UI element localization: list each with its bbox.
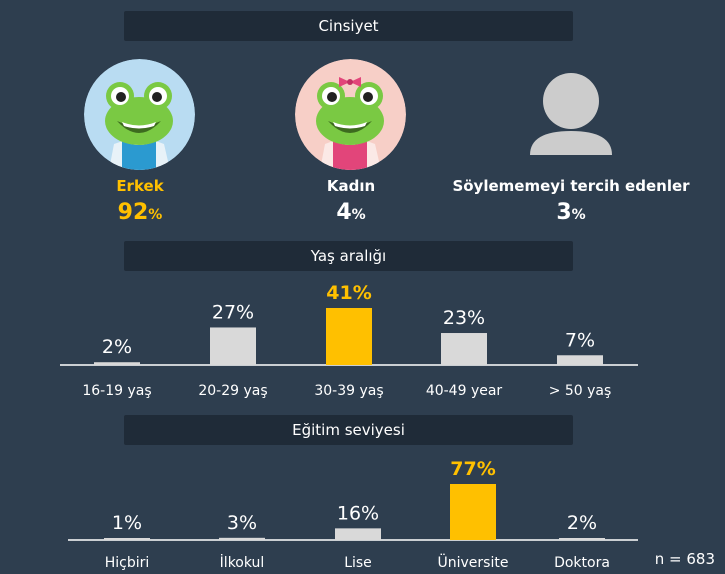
age-category-label-4: > 50 yaş bbox=[549, 383, 612, 399]
edu-value-label-4: 2% bbox=[567, 512, 597, 534]
edu-bar-4 bbox=[559, 538, 605, 540]
edu-bar-0 bbox=[104, 538, 150, 540]
age-category-label-2: 30-39 yaş bbox=[314, 383, 383, 399]
education-section-header: Eğitim seviyesi bbox=[124, 415, 573, 445]
age-category-label-0: 16-19 yaş bbox=[82, 383, 151, 399]
gender-unit-female: % bbox=[351, 207, 366, 223]
gender-unit-undisclosed: % bbox=[571, 207, 586, 223]
gender-value-undisclosed: 3 bbox=[556, 200, 572, 225]
age-section-title: Yaş aralığı bbox=[310, 247, 387, 265]
age-bar-1 bbox=[210, 327, 256, 365]
age-value-label-0: 2% bbox=[102, 336, 132, 358]
edu-category-label-3: Üniversite bbox=[438, 553, 509, 571]
edu-category-label-1: İlkokul bbox=[220, 553, 265, 571]
gender-label-male: Erkek bbox=[116, 177, 164, 195]
edu-value-label-3: 77% bbox=[450, 458, 495, 480]
age-category-label-3: 40-49 year bbox=[426, 383, 503, 399]
gender-pct-female: 4% bbox=[311, 200, 391, 225]
gender-unit-male: % bbox=[148, 207, 163, 223]
edu-category-label-0: Hiçbiri bbox=[105, 555, 150, 571]
gender-pct-undisclosed: 3% bbox=[531, 200, 611, 225]
gender-label-female: Kadın bbox=[326, 177, 376, 195]
age-bar-chart: 2% 16-19 yaş 27% 20-29 yaş 41% 30-39 yaş 23% 40… bbox=[60, 282, 638, 399]
age-bar-2 bbox=[326, 308, 372, 365]
age-value-label-2: 41% bbox=[326, 282, 371, 304]
gender-value-female: 4 bbox=[336, 200, 352, 225]
age-bar-3 bbox=[441, 333, 487, 365]
gender-section-title: Cinsiyet bbox=[318, 17, 379, 35]
age-section-header: Yaş aralığı bbox=[124, 241, 573, 271]
age-bar-0 bbox=[94, 362, 140, 365]
gender-value-male: 92 bbox=[117, 200, 149, 225]
gender-pct-male: 92% bbox=[100, 200, 180, 225]
frog-female-avatar bbox=[295, 59, 406, 170]
age-bar-4 bbox=[557, 355, 603, 365]
age-value-label-4: 7% bbox=[565, 329, 595, 351]
person-silhouette-icon bbox=[516, 59, 627, 170]
edu-value-label-1: 3% bbox=[227, 512, 257, 534]
age-category-label-1: 20-29 yaş bbox=[198, 383, 267, 399]
edu-value-label-2: 16% bbox=[337, 502, 379, 524]
edu-bar-2 bbox=[335, 528, 381, 540]
sample-size-label: n = 683 bbox=[654, 550, 715, 568]
gender-label-undisclosed: Söylememeyi tercih edenler bbox=[452, 177, 690, 195]
frog-male-avatar bbox=[84, 59, 195, 170]
edu-category-label-4: Doktora bbox=[554, 555, 610, 571]
education-section-title: Eğitim seviyesi bbox=[292, 421, 405, 439]
gender-section-header: Cinsiyet bbox=[124, 11, 573, 41]
age-value-label-3: 23% bbox=[443, 307, 485, 329]
edu-bar-3 bbox=[450, 484, 496, 540]
education-bar-chart: 1% Hiçbiri 3% İlkokul 16% Lise 77% Üniversite 2%… bbox=[68, 458, 638, 571]
age-value-label-1: 27% bbox=[212, 301, 254, 323]
edu-value-label-0: 1% bbox=[112, 512, 142, 534]
edu-category-label-2: Lise bbox=[344, 555, 372, 571]
edu-bar-1 bbox=[219, 537, 265, 540]
